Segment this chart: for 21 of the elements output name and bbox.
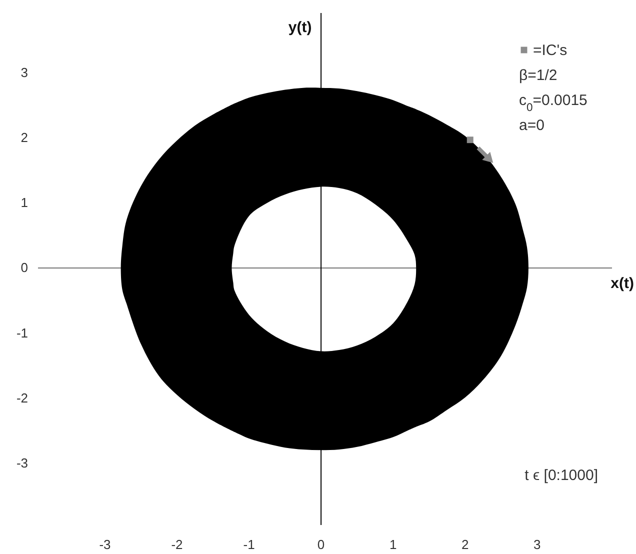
legend-label: =IC's: [533, 42, 568, 59]
x-tick-label: 0: [317, 537, 325, 552]
y-tick-label: 3: [20, 65, 28, 80]
annotation: c$_{0}$=0.0015: [519, 92, 588, 114]
annotation: a=0: [519, 117, 544, 134]
annotation: t ϵ [0:1000]: [524, 467, 598, 484]
annotation: β=1/2: [519, 67, 558, 84]
y-axis-title: y(t): [288, 19, 312, 36]
y-tick-label: 2: [20, 130, 28, 146]
x-axis-title: x(t): [610, 275, 634, 292]
x-tick-label: 3: [533, 537, 541, 552]
x-tick-label: 2: [461, 537, 469, 552]
y-tick-label: -3: [16, 455, 28, 470]
y-tick-label: 1: [20, 195, 28, 210]
x-tick-label: -3: [99, 537, 111, 552]
y-tick-label: 0: [20, 260, 28, 276]
y-tick-label: -1: [16, 325, 28, 340]
x-tick-label: -2: [171, 537, 183, 552]
y-tick-label: -2: [16, 390, 28, 406]
x-tick-label: -1: [243, 537, 255, 552]
x-tick-label: 1: [389, 537, 397, 552]
